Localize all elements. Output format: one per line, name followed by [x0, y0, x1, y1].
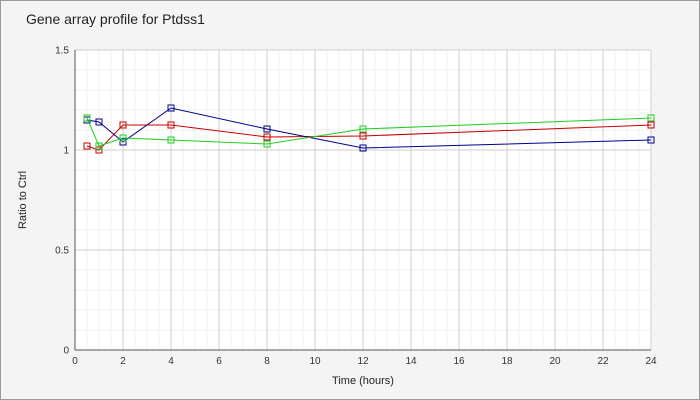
x-tick-label: 8 — [264, 356, 270, 367]
y-tick-label: 1 — [63, 146, 69, 157]
data-point — [359, 125, 367, 133]
data-point — [263, 133, 271, 141]
data-point — [359, 144, 367, 152]
x-tick-label: 6 — [216, 356, 222, 367]
series-line — [86, 124, 652, 151]
x-tick-label: 24 — [645, 356, 657, 367]
data-point — [647, 114, 655, 122]
data-point — [119, 138, 127, 146]
y-tick-labels: 0 0.5 1 1.5 — [55, 46, 69, 357]
data-point — [83, 142, 91, 150]
data-point — [119, 134, 127, 142]
data-point — [263, 140, 271, 148]
series-line — [86, 107, 652, 149]
x-tick-label: 12 — [357, 356, 369, 367]
data-point — [263, 125, 271, 133]
data-point — [119, 121, 127, 129]
series-line — [86, 117, 652, 147]
y-tick-label: 0.5 — [55, 246, 69, 257]
x-tick-label: 2 — [120, 356, 126, 367]
x-tick-labels: 0 2 4 6 8 10 12 14 16 18 20 22 24 — [72, 356, 657, 367]
y-tick-label: 1.5 — [55, 46, 69, 57]
data-point — [95, 118, 103, 126]
x-tick-label: 20 — [549, 356, 561, 367]
x-tick-label: 22 — [597, 356, 609, 367]
data-point — [167, 136, 175, 144]
data-point — [95, 146, 103, 154]
data-point — [95, 142, 103, 150]
series-group — [83, 104, 655, 154]
series-3 — [83, 114, 655, 150]
x-tick-label: 4 — [168, 356, 174, 367]
x-tick-label: 18 — [501, 356, 513, 367]
axes — [74, 50, 651, 351]
x-axis-label: Time (hours) — [332, 375, 394, 387]
data-point — [359, 132, 367, 140]
y-tick-label: 0 — [63, 346, 69, 357]
x-tick-label: 16 — [453, 356, 465, 367]
x-tick-label: 14 — [405, 356, 417, 367]
x-tick-label: 10 — [309, 356, 321, 367]
data-point — [167, 104, 175, 112]
y-axis-label: Ratio to Ctrl — [17, 171, 29, 229]
chart-title: Gene array profile for Ptdss1 — [26, 11, 205, 27]
data-point — [647, 136, 655, 144]
data-point — [83, 114, 91, 122]
series-1 — [83, 121, 655, 154]
x-tick-label: 0 — [72, 356, 78, 367]
data-point — [647, 121, 655, 129]
data-point — [167, 121, 175, 129]
